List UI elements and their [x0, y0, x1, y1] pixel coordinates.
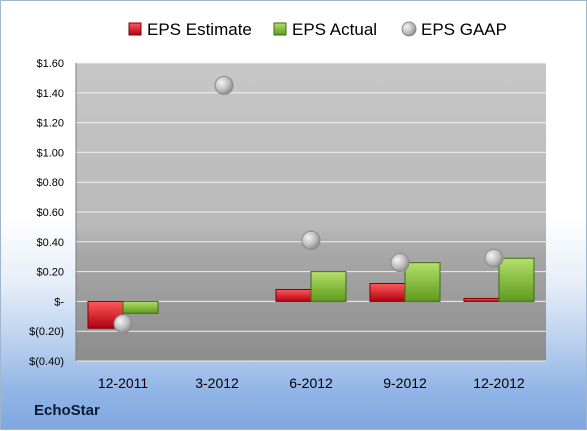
y-tick-label: $0.20 — [36, 267, 64, 279]
x-category-label: 6-2012 — [289, 375, 333, 391]
x-axis-categories: 12-2011 3-2012 6-2012 9-2012 12-2012 — [98, 375, 525, 391]
y-tick-label: $1.00 — [36, 147, 64, 159]
legend-label: EPS Actual — [292, 20, 377, 39]
bar-eps-estimate — [463, 297, 500, 302]
marker-eps-gaap — [214, 75, 234, 95]
y-tick-label: $0.60 — [36, 207, 64, 219]
x-category-label: 12-2011 — [98, 375, 149, 391]
marker-eps-gaap — [484, 248, 504, 268]
bar-eps-actual — [122, 300, 159, 314]
legend-label: EPS Estimate — [147, 20, 252, 39]
bar-eps-actual — [310, 271, 347, 302]
y-tick-label: $1.20 — [36, 118, 64, 130]
x-category-label: 9-2012 — [383, 375, 427, 391]
legend-swatch — [273, 22, 287, 36]
gaap-markers — [113, 75, 504, 334]
legend-label: EPS GAAP — [421, 20, 507, 39]
marker-eps-gaap — [301, 230, 321, 250]
legend-swatch — [401, 21, 417, 37]
y-tick-label: $1.40 — [36, 88, 64, 100]
marker-eps-gaap — [113, 314, 133, 334]
bar-eps-estimate — [369, 283, 406, 302]
y-tick-label: $1.60 — [36, 58, 64, 70]
y-tick-label: $(0.20) — [29, 326, 64, 338]
y-tick-label: $(0.40) — [29, 356, 64, 368]
x-category-label: 12-2012 — [473, 375, 525, 391]
bar-eps-estimate — [275, 288, 312, 302]
legend: EPS Estimate EPS Actual EPS GAAP — [128, 20, 507, 39]
marker-eps-gaap — [390, 253, 410, 273]
bars — [87, 257, 535, 329]
y-tick-label: $0.40 — [36, 237, 64, 249]
y-tick-label: $- — [54, 296, 64, 308]
bar-eps-actual — [498, 257, 535, 302]
bar-eps-actual — [404, 262, 441, 302]
x-category-label: 3-2012 — [195, 375, 239, 391]
y-axis-ticks: $1.60 $1.40 $1.20 $1.00 $0.80 $0.60 $0.40 $0.20… — [29, 58, 64, 368]
y-tick-label: $0.80 — [36, 177, 64, 189]
company-name: EchoStar — [34, 402, 100, 419]
legend-swatch — [128, 22, 142, 36]
